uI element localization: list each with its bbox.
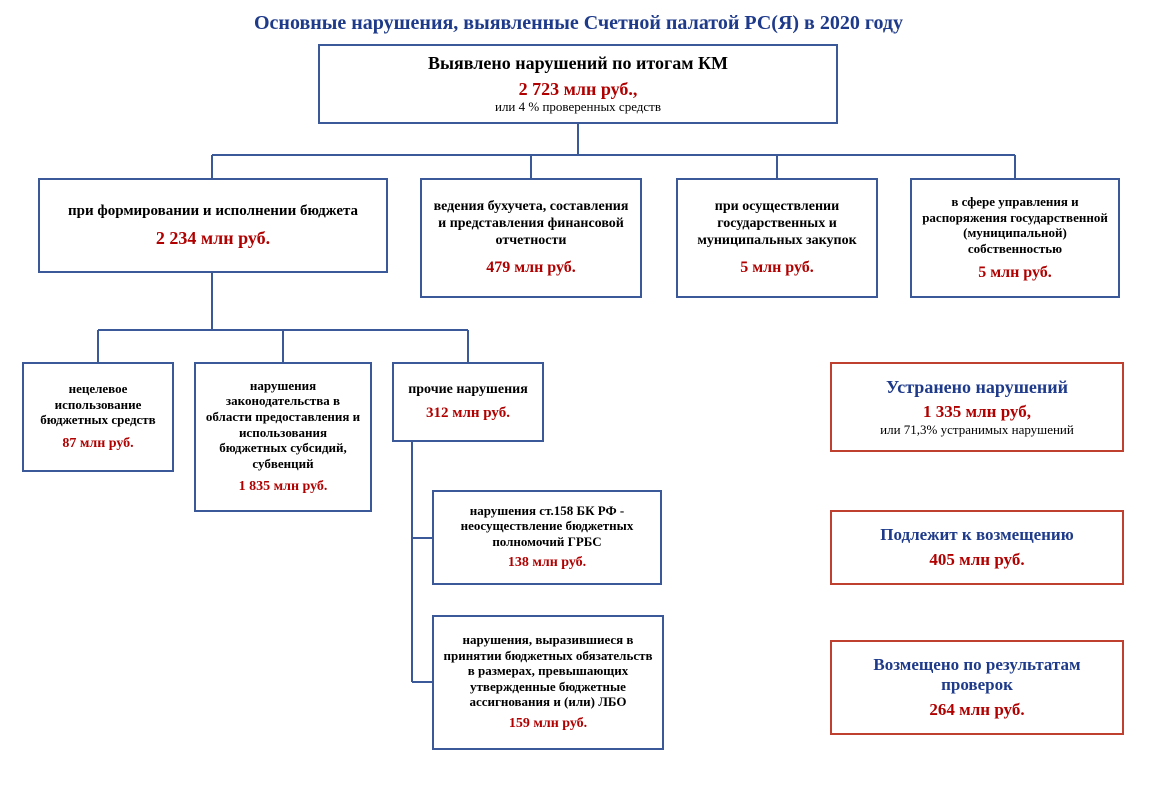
- cat-box-3: в сфере управления и распоряжения госуда…: [910, 178, 1120, 298]
- other-label-1: нарушения, выразившиеся в принятии бюдже…: [442, 632, 654, 710]
- cat-value-0: 2 234 млн руб.: [48, 228, 378, 250]
- side-box-0: Устранено нарушений 1 335 млн руб, или 7…: [830, 362, 1124, 452]
- sub-value-2: 312 млн руб.: [402, 404, 534, 422]
- sub-box-0: нецелевое использование бюджетных средст…: [22, 362, 174, 472]
- side-note-0: или 71,3% устранимых нарушений: [842, 423, 1112, 437]
- cat-label-1: ведения бухучета, составления и представ…: [430, 199, 632, 249]
- side-label-1: Подлежит к возмещению: [842, 525, 1112, 545]
- sub-box-1: нарушения законодательства в области пре…: [194, 362, 372, 512]
- sub-label-2: прочие нарушения: [402, 382, 534, 399]
- other-box-0: нарушения ст.158 БК РФ - неосуществление…: [432, 490, 662, 585]
- cat-label-3: в сфере управления и распоряжения госуда…: [920, 194, 1110, 256]
- sub-value-0: 87 млн руб.: [32, 436, 164, 453]
- root-value: 2 723 млн руб.,: [328, 79, 828, 101]
- side-label-2: Возмещено по результатам проверок: [842, 655, 1112, 696]
- side-value-2: 264 млн руб.: [842, 700, 1112, 720]
- cat-value-1: 479 млн руб.: [430, 258, 632, 277]
- root-box: Выявлено нарушений по итогам КМ 2 723 мл…: [318, 44, 838, 124]
- page-title: Основные нарушения, выявленные Счетной п…: [0, 12, 1157, 35]
- cat-box-1: ведения бухучета, составления и представ…: [420, 178, 642, 298]
- root-label: Выявлено нарушений по итогам КМ: [328, 53, 828, 75]
- side-value-1: 405 млн руб.: [842, 550, 1112, 570]
- root-note: или 4 % проверенных средств: [328, 100, 828, 114]
- other-value-0: 138 млн руб.: [442, 555, 652, 572]
- sub-box-2: прочие нарушения 312 млн руб.: [392, 362, 544, 442]
- cat-value-2: 5 млн руб.: [686, 258, 868, 277]
- side-label-0: Устранено нарушений: [842, 377, 1112, 399]
- sub-label-0: нецелевое использование бюджетных средст…: [32, 381, 164, 428]
- cat-value-3: 5 млн руб.: [920, 263, 1110, 282]
- sub-value-1: 1 835 млн руб.: [204, 479, 362, 496]
- other-value-1: 159 млн руб.: [442, 716, 654, 733]
- other-label-0: нарушения ст.158 БК РФ - неосуществление…: [442, 503, 652, 550]
- side-box-2: Возмещено по результатам проверок 264 мл…: [830, 640, 1124, 735]
- cat-box-2: при осуществлении государственных и муни…: [676, 178, 878, 298]
- side-value-0: 1 335 млн руб,: [842, 402, 1112, 422]
- cat-box-0: при формировании и исполнении бюджета 2 …: [38, 178, 388, 273]
- side-box-1: Подлежит к возмещению 405 млн руб.: [830, 510, 1124, 585]
- other-box-1: нарушения, выразившиеся в принятии бюдже…: [432, 615, 664, 750]
- cat-label-0: при формировании и исполнении бюджета: [48, 202, 378, 220]
- cat-label-2: при осуществлении государственных и муни…: [686, 199, 868, 249]
- sub-label-1: нарушения законодательства в области пре…: [204, 378, 362, 472]
